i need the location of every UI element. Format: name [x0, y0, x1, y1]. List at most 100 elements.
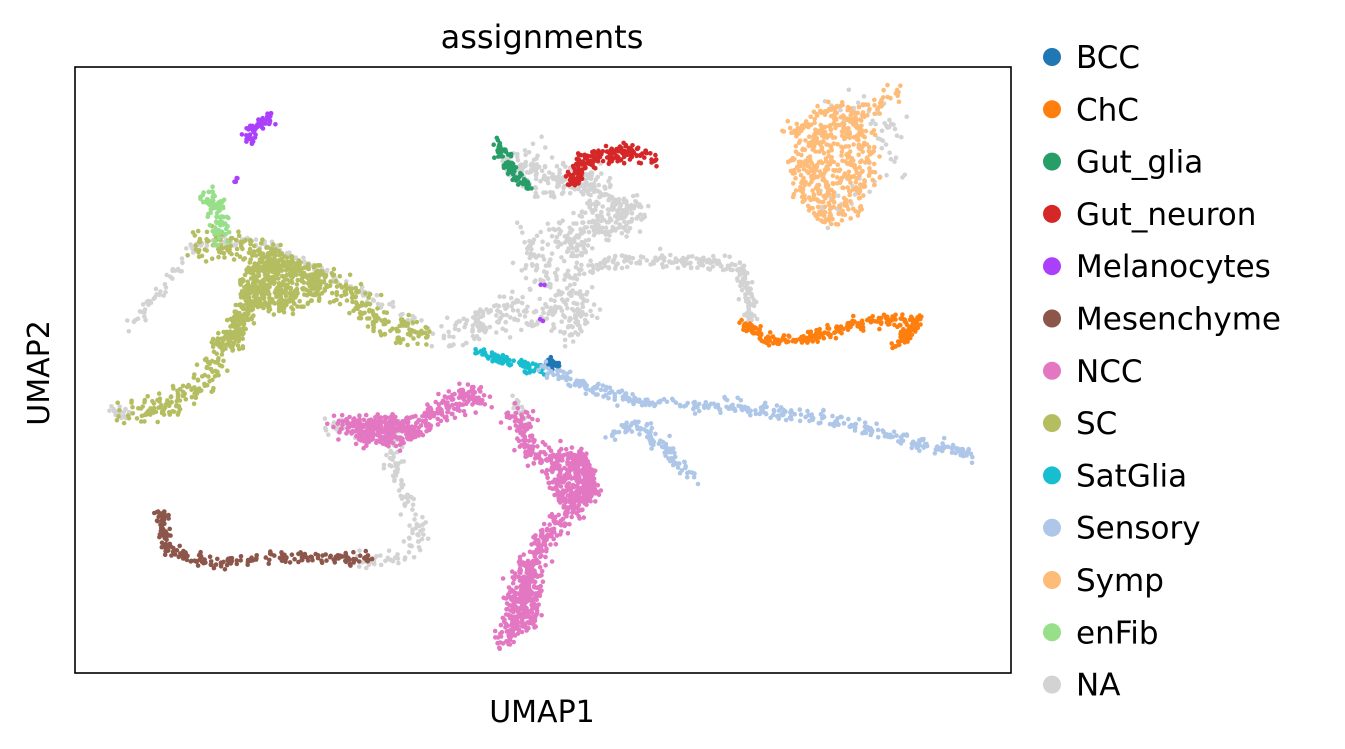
data-point [115, 400, 120, 406]
data-point [582, 321, 588, 327]
data-point [584, 499, 589, 505]
data-point [581, 298, 587, 303]
data-point [176, 268, 181, 273]
data-point [356, 559, 362, 564]
data-point [271, 312, 277, 317]
data-point [406, 550, 412, 555]
data-point [327, 283, 333, 289]
data-point [597, 307, 603, 312]
data-point [510, 580, 516, 586]
data-point [509, 614, 515, 620]
data-point [564, 452, 570, 457]
data-point [579, 495, 584, 501]
data-point [899, 134, 904, 140]
data-point [411, 336, 416, 341]
data-point [446, 389, 452, 394]
data-point [177, 406, 183, 412]
data-point [312, 283, 318, 289]
data-point [565, 169, 571, 175]
data-point [233, 302, 239, 308]
data-point [305, 262, 311, 267]
data-point [626, 145, 632, 151]
data-point [217, 362, 223, 368]
data-point [284, 302, 289, 308]
data-point [307, 283, 313, 289]
data-point [539, 568, 545, 574]
data-point [531, 439, 537, 445]
data-point [245, 557, 251, 563]
data-point [636, 204, 642, 209]
data-point [746, 304, 751, 309]
data-point [533, 624, 538, 629]
data-point [524, 453, 530, 459]
data-point [900, 312, 905, 317]
data-point [634, 193, 640, 198]
data-point [166, 512, 171, 518]
data-point [533, 537, 538, 542]
data-point [513, 622, 518, 627]
data-point [536, 454, 542, 459]
data-point [419, 318, 424, 323]
data-point [524, 250, 530, 256]
data-point [239, 304, 244, 310]
data-point [504, 411, 509, 416]
data-point [549, 461, 555, 466]
data-point [229, 555, 235, 561]
data-point [383, 321, 388, 327]
data-point [234, 561, 240, 567]
data-point [399, 484, 405, 490]
data-point [198, 549, 203, 555]
data-point [254, 302, 259, 308]
data-point [295, 268, 300, 274]
data-point [542, 540, 547, 545]
data-point [295, 277, 301, 283]
data-point [841, 326, 846, 332]
data-point [491, 142, 497, 147]
data-point [393, 469, 398, 474]
data-point [210, 388, 216, 393]
data-point [567, 282, 573, 288]
data-point [526, 414, 532, 419]
data-point [350, 299, 355, 305]
data-point [150, 398, 155, 404]
data-point [597, 226, 602, 231]
data-point [534, 560, 540, 566]
data-point [239, 132, 245, 137]
data-point [294, 282, 300, 287]
data-point [557, 500, 563, 505]
data-point [541, 521, 547, 527]
data-point [634, 146, 640, 152]
data-point [739, 287, 745, 293]
data-point [902, 172, 908, 178]
data-point [461, 397, 467, 403]
data-point [602, 229, 607, 235]
data-point [413, 512, 418, 517]
data-point [204, 243, 210, 248]
data-point [667, 259, 672, 264]
data-point [444, 315, 450, 321]
data-point [129, 400, 134, 405]
data-point [436, 402, 442, 407]
data-point [888, 156, 894, 162]
data-point [211, 341, 216, 347]
data-point [444, 395, 450, 401]
data-point [619, 150, 625, 155]
data-point [915, 325, 921, 331]
data-point [415, 419, 420, 425]
data-point [519, 327, 524, 333]
data-point [358, 315, 364, 321]
data-point [606, 265, 611, 270]
data-point [579, 214, 585, 219]
data-point [552, 492, 557, 498]
data-point [351, 549, 356, 555]
data-point [233, 179, 239, 185]
data-point [591, 302, 597, 307]
data-point [329, 290, 335, 296]
data-point [204, 364, 210, 370]
data-point [193, 395, 199, 401]
data-point [653, 157, 659, 162]
data-point [247, 260, 253, 265]
data-point [585, 243, 591, 248]
data-point [595, 267, 601, 272]
data-point [838, 107, 843, 113]
